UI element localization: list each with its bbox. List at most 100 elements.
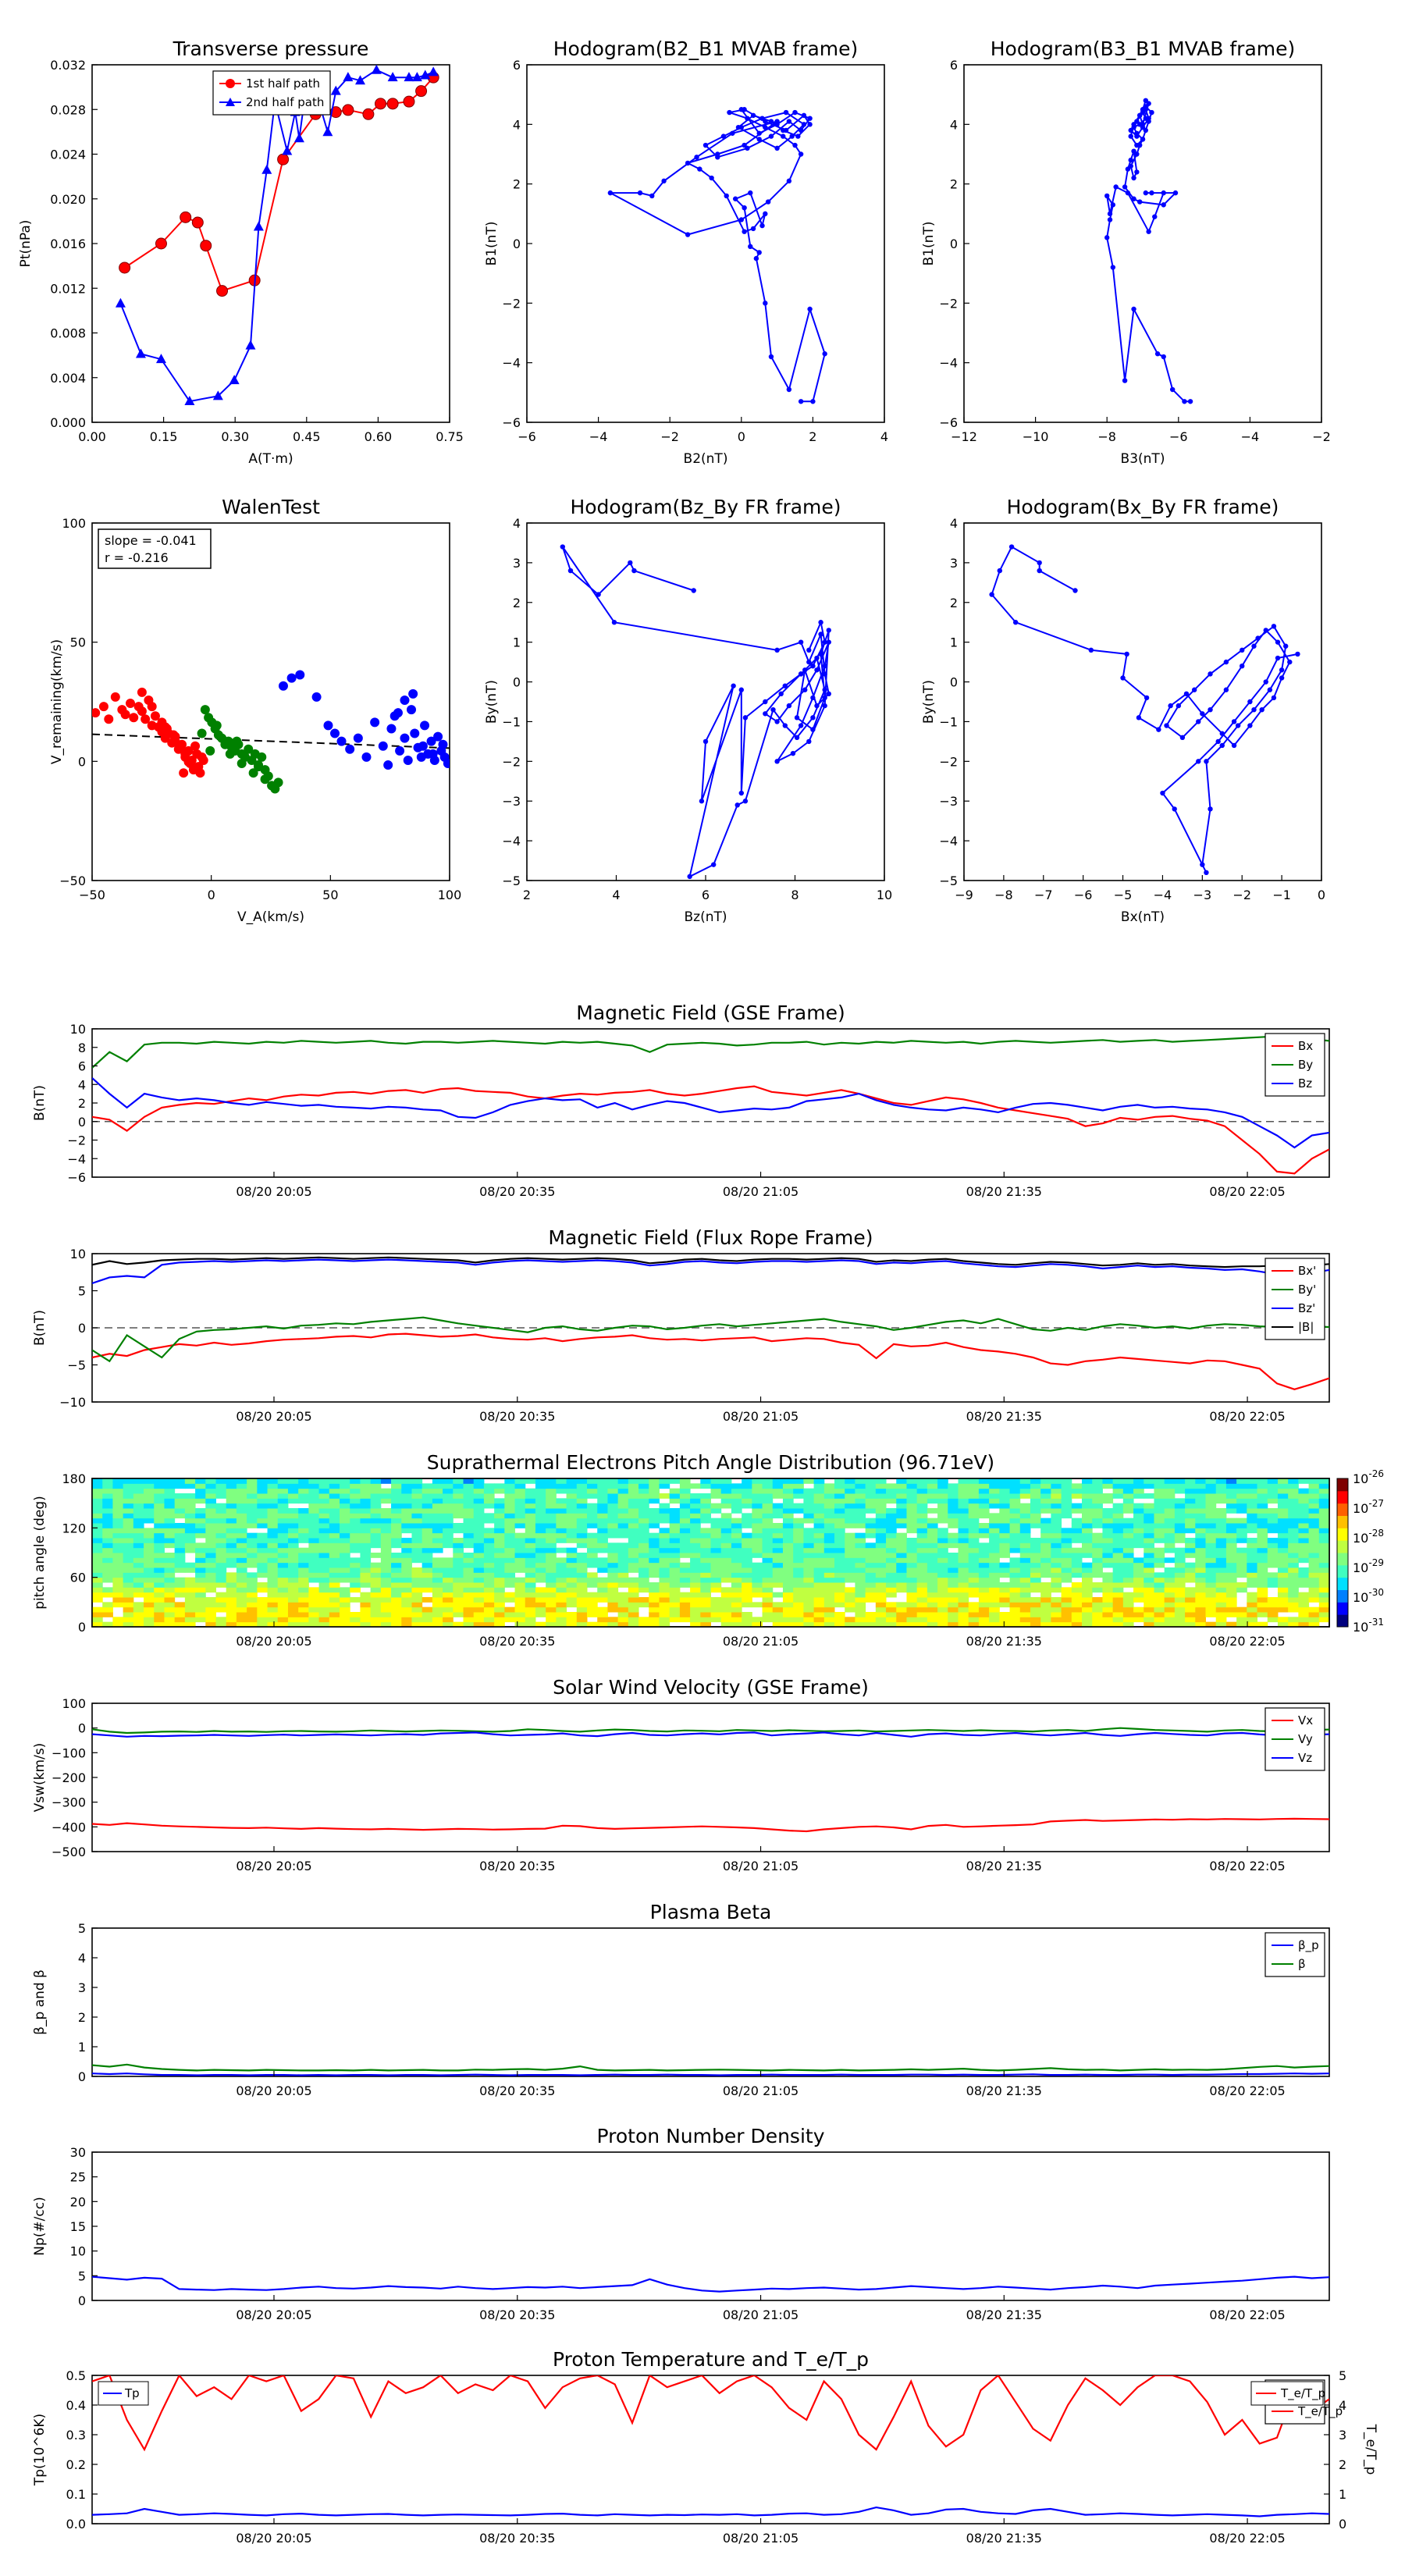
heatmap-cell <box>752 1587 763 1593</box>
heatmap-cell <box>473 1621 485 1628</box>
heatmap-cell <box>1174 1606 1186 1613</box>
heatmap-cell <box>112 1557 124 1564</box>
heatmap-cell <box>1298 1478 1310 1484</box>
scatter-point <box>248 768 258 778</box>
series-marker <box>742 715 749 720</box>
heatmap-cell <box>886 1508 897 1514</box>
series-marker <box>1219 731 1225 736</box>
heatmap-cell <box>1215 1587 1227 1593</box>
legend-marker <box>226 98 235 106</box>
heatmap-cell <box>742 1503 752 1509</box>
heatmap-cell <box>896 1612 907 1617</box>
heatmap-cell <box>391 1517 402 1524</box>
heatmap-cell <box>597 1557 608 1564</box>
heatmap-cell <box>1133 1532 1144 1539</box>
heatmap-cell <box>1164 1532 1176 1539</box>
heatmap-cell <box>453 1567 464 1573</box>
legend-frame <box>1264 1932 1325 1977</box>
x-axis-label: Bx(nT) <box>1121 909 1165 925</box>
heatmap-cell <box>628 1538 639 1543</box>
heatmap-cell <box>443 1577 454 1583</box>
heatmap-cell <box>287 1612 299 1617</box>
heatmap-cell <box>133 1587 144 1593</box>
heatmap-cell <box>1082 1513 1093 1519</box>
heatmap-cell <box>1174 1602 1186 1608</box>
heatmap-cell <box>391 1557 402 1564</box>
heatmap-cell <box>896 1483 907 1489</box>
heatmap-cell <box>1185 1553 1196 1558</box>
heatmap-cell <box>1092 1542 1103 1549</box>
heatmap-cell <box>1225 1488 1237 1494</box>
heatmap-cell <box>638 1602 649 1608</box>
heatmap-cell <box>525 1513 536 1519</box>
heatmap-cell <box>617 1503 629 1509</box>
heatmap-cell <box>1298 1572 1310 1578</box>
series-marker <box>806 738 812 745</box>
heatmap-cell <box>1164 1606 1176 1613</box>
heatmap-cell <box>318 1572 330 1578</box>
heatmap-cell <box>247 1597 258 1603</box>
heatmap-cell <box>566 1532 578 1539</box>
heatmap-cell <box>700 1577 711 1583</box>
heatmap-cell <box>1257 1532 1268 1539</box>
heatmap-cell <box>184 1621 196 1628</box>
series-marker <box>567 568 574 574</box>
heatmap-cell <box>978 1523 990 1528</box>
heatmap-cell <box>1133 1523 1144 1528</box>
heatmap-cell <box>1225 1567 1237 1573</box>
heatmap-cell <box>1040 1612 1051 1617</box>
x-tick-label: 8 <box>791 888 799 902</box>
heatmap-cell <box>823 1483 835 1489</box>
heatmap-cell <box>1215 1517 1227 1524</box>
heatmap-cell <box>154 1503 165 1509</box>
y-tick-label: 5 <box>78 1921 86 1936</box>
heatmap-cell <box>576 1508 588 1514</box>
heatmap-cell <box>566 1577 578 1583</box>
heatmap-cell <box>607 1523 619 1528</box>
heatmap-cell <box>679 1602 691 1608</box>
heatmap-cell <box>1019 1587 1031 1593</box>
series-marker <box>818 620 823 625</box>
heatmap-cell <box>1051 1612 1062 1617</box>
heatmap-cell <box>1019 1572 1031 1578</box>
heatmap-cell <box>360 1483 372 1489</box>
heatmap-cell <box>380 1517 392 1524</box>
heatmap-cell <box>762 1513 774 1519</box>
heatmap-cell <box>978 1532 990 1539</box>
heatmap-cell <box>886 1577 897 1583</box>
heatmap-cell <box>1236 1523 1247 1528</box>
y-tick-label: 2 <box>78 1096 86 1111</box>
heatmap-cell <box>1071 1597 1083 1603</box>
heatmap-cell <box>1071 1508 1083 1514</box>
heatmap-cell <box>360 1577 372 1583</box>
y-tick-label: 2 <box>950 596 958 610</box>
heatmap-cell <box>340 1547 350 1553</box>
heatmap-cell <box>380 1577 392 1583</box>
heatmap-cell <box>628 1567 639 1573</box>
heatmap-cell <box>308 1621 320 1628</box>
heatmap-cell <box>710 1517 722 1524</box>
heatmap-cell <box>473 1503 485 1509</box>
heatmap-cell <box>164 1572 176 1578</box>
heatmap-cell <box>318 1587 330 1593</box>
series-marker <box>628 560 633 566</box>
heatmap-cell <box>752 1572 763 1578</box>
heatmap-cell <box>1144 1572 1154 1578</box>
series-line <box>92 2073 1329 2076</box>
x-tick-label: −12 <box>951 429 977 444</box>
scatter-point <box>104 714 114 724</box>
scatter-point <box>244 744 254 754</box>
heatmap-cell <box>360 1572 372 1578</box>
heatmap-cell <box>1247 1553 1258 1558</box>
heatmap-cell <box>669 1493 681 1499</box>
heatmap-cell <box>473 1582 485 1588</box>
heatmap-cell <box>989 1503 1000 1509</box>
heatmap-cell <box>318 1553 330 1558</box>
heatmap-cell <box>1288 1523 1299 1528</box>
heatmap-cell <box>1308 1592 1320 1598</box>
heatmap-cell <box>927 1587 938 1593</box>
series-marker <box>807 306 813 312</box>
heatmap-cell <box>360 1547 372 1553</box>
heatmap-cell <box>411 1498 423 1504</box>
y-tick-label: 2 <box>513 177 521 192</box>
